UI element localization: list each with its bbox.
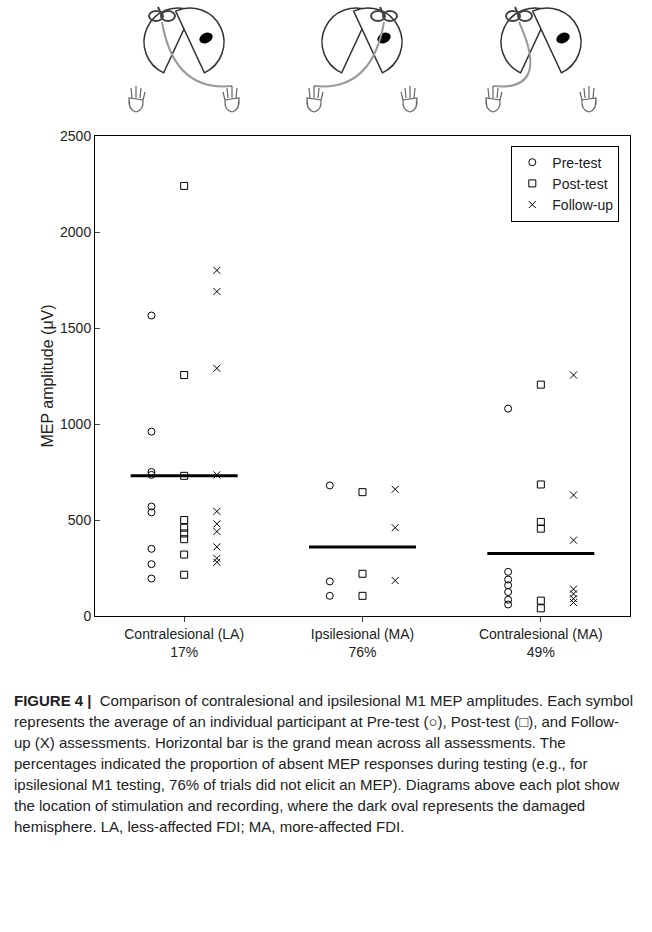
svg-text:0: 0: [83, 608, 91, 624]
svg-text:Follow-up: Follow-up: [552, 197, 613, 213]
svg-text:2000: 2000: [60, 224, 91, 240]
svg-text:2500: 2500: [60, 128, 91, 144]
svg-text:Contralesional (MA)49%: Contralesional (MA)49%: [479, 626, 603, 660]
svg-text:Post-test: Post-test: [552, 176, 607, 192]
svg-text:Contralesional (LA)17%: Contralesional (LA)17%: [124, 626, 244, 660]
svg-text:Ipsilesional (MA)76%: Ipsilesional (MA)76%: [311, 626, 414, 660]
svg-text:1000: 1000: [60, 416, 91, 432]
svg-text:MEP amplitude (μV): MEP amplitude (μV): [39, 304, 56, 447]
svg-text:1500: 1500: [60, 320, 91, 336]
svg-text:500: 500: [68, 512, 92, 528]
svg-text:Pre-test: Pre-test: [552, 155, 601, 171]
html-text:FIGURE 4 | Comparison of contr: FIGURE 4 | Comparison of contralesional …: [14, 692, 633, 835]
